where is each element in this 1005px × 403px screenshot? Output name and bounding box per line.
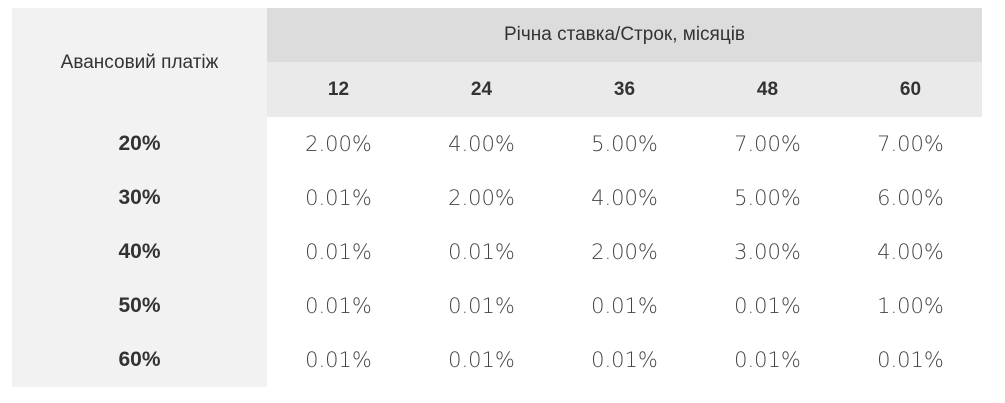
rate-cell: 0.01% (448, 240, 515, 264)
column-header: 36 (613, 78, 636, 100)
rate-cell: 4.00% (448, 132, 515, 156)
rate-cell: 0.01% (305, 348, 372, 372)
rate-cell: 2.00% (305, 132, 372, 156)
rate-cell: 4.00% (591, 186, 658, 210)
row-label: 60% (118, 348, 161, 371)
rate-cell: 3.00% (734, 240, 801, 264)
rate-cell: 5.00% (591, 132, 658, 156)
row-label: 40% (118, 240, 161, 263)
rate-cell: 7.00% (877, 132, 944, 156)
row-label: 30% (118, 186, 161, 209)
rate-cell: 0.01% (305, 240, 372, 264)
rate-cell: 2.00% (448, 186, 515, 210)
column-header: 12 (327, 78, 350, 100)
rate-cell: 7.00% (734, 132, 801, 156)
corner-header: Авансовий платіж (12, 8, 267, 117)
rate-cell: 0.01% (448, 294, 515, 318)
rate-cell: 0.01% (734, 294, 801, 318)
rate-cell: 6.00% (877, 186, 944, 210)
row-label: 20% (118, 132, 161, 155)
column-header-bg (267, 62, 982, 117)
rate-cell: 0.01% (591, 294, 658, 318)
rate-cell: 0.01% (877, 348, 944, 372)
rate-cell: 0.01% (591, 348, 658, 372)
row-label: 50% (118, 294, 161, 317)
column-header: 24 (470, 78, 493, 100)
rate-cell: 0.01% (448, 348, 515, 372)
group-header: Річна ставка/Строк, місяців (267, 8, 982, 62)
rate-cell: 5.00% (734, 186, 801, 210)
rate-cell: 2.00% (591, 240, 658, 264)
rate-cell: 0.01% (305, 294, 372, 318)
column-header: 48 (756, 78, 779, 100)
rate-cell: 0.01% (734, 348, 801, 372)
column-header: 60 (899, 78, 922, 100)
left-column-bg (12, 117, 267, 387)
rate-cell: 4.00% (877, 240, 944, 264)
rate-cell: 0.01% (305, 186, 372, 210)
rate-cell: 1.00% (877, 294, 944, 318)
